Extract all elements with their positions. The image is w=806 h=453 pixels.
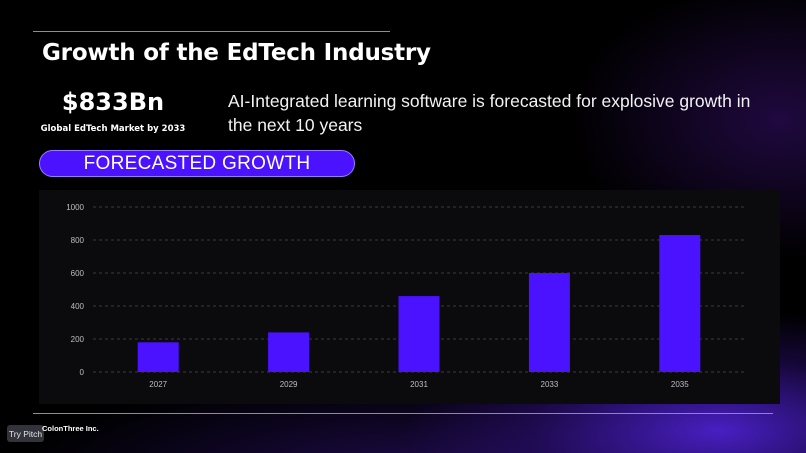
company-name: ColonThree Inc.	[42, 424, 99, 433]
bar-2031	[398, 296, 440, 372]
y-tick-label: 400	[71, 302, 85, 311]
y-tick-label: 1000	[66, 203, 84, 212]
market-stat-label: Global EdTech Market by 2033	[40, 124, 186, 134]
try-pitch-badge[interactable]: Try Pitch	[7, 425, 44, 442]
bar-2029	[268, 332, 310, 372]
y-tick-label: 200	[71, 335, 85, 344]
forecast-section-label: FORECASTED GROWTH	[83, 152, 311, 174]
x-tick-label: 2029	[280, 380, 298, 389]
y-tick-label: 600	[71, 269, 85, 278]
slide-title: Growth of the EdTech Industry	[42, 40, 431, 66]
top-divider	[33, 31, 390, 32]
x-tick-label: 2033	[541, 380, 559, 389]
bar-2027	[137, 342, 179, 372]
slide-subtitle: AI-Integrated learning software is forec…	[228, 91, 751, 135]
chart-panel: 0 200 400 600 800 1000 2027 2029 2031 2033 2035	[39, 190, 780, 404]
bar-2035	[659, 235, 701, 372]
bottom-divider	[33, 413, 773, 414]
y-tick-label: 0	[80, 368, 85, 377]
forecast-section-pill: FORECASTED GROWTH	[39, 150, 355, 177]
bar-2033	[528, 273, 570, 372]
x-tick-label: 2027	[149, 380, 167, 389]
market-stat-value: $833Bn	[61, 88, 165, 116]
x-tick-label: 2031	[410, 380, 428, 389]
y-tick-label: 800	[71, 236, 85, 245]
x-tick-label: 2035	[671, 380, 689, 389]
bar-chart: 0 200 400 600 800 1000 2027 2029 2031 2033 2035	[66, 203, 745, 389]
